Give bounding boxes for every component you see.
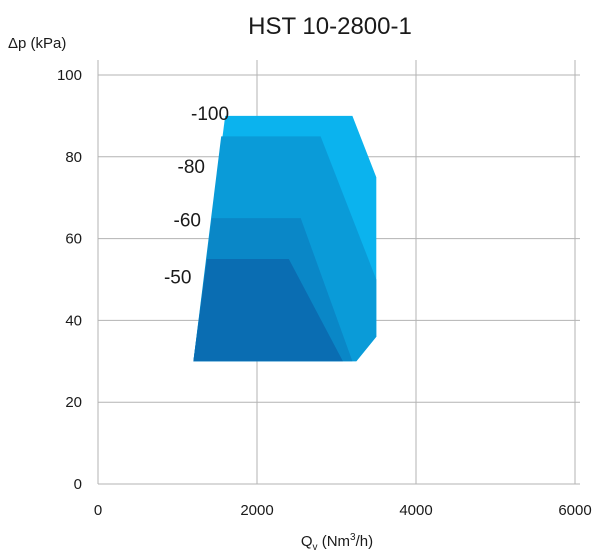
region-label-minus-50: -50 — [164, 268, 191, 289]
y-tick-label-40: 40 — [65, 312, 82, 329]
x-axis-label-unit-end: /h) — [356, 533, 374, 550]
y-tick-label-0: 0 — [74, 476, 82, 493]
axes — [97, 60, 580, 485]
chart-title: HST 10-2800-1 — [248, 13, 412, 40]
x-axis-label-main: Q — [301, 533, 313, 550]
operating-regions — [193, 115, 377, 362]
region-labels: -100 -80 -60 -50 — [164, 104, 229, 289]
tick-labels: 0 2000 4000 6000 0 20 40 60 80 100 — [57, 67, 592, 519]
y-tick-label-100: 100 — [57, 67, 82, 84]
region-minus-50 — [193, 259, 343, 362]
region-label-minus-100: -100 — [191, 104, 229, 125]
region-label-minus-60: -60 — [174, 210, 201, 231]
x-tick-label-0: 0 — [94, 502, 102, 519]
x-tick-label-2000: 2000 — [240, 502, 273, 519]
y-tick-label-80: 80 — [65, 149, 82, 166]
x-axis-label: Qv (Nm3/h) — [301, 532, 373, 553]
x-axis-label-subscript: v — [313, 542, 318, 553]
y-tick-label-60: 60 — [65, 231, 82, 248]
y-axis-label: Δp (kPa) — [8, 35, 66, 52]
x-tick-label-4000: 4000 — [399, 502, 432, 519]
x-tick-label-6000: 6000 — [558, 502, 591, 519]
x-axis-label-unit-start: (Nm — [318, 533, 351, 550]
region-label-minus-80: -80 — [178, 157, 205, 178]
y-tick-label-20: 20 — [65, 394, 82, 411]
x-axis-label-superscript: 3 — [350, 532, 356, 543]
